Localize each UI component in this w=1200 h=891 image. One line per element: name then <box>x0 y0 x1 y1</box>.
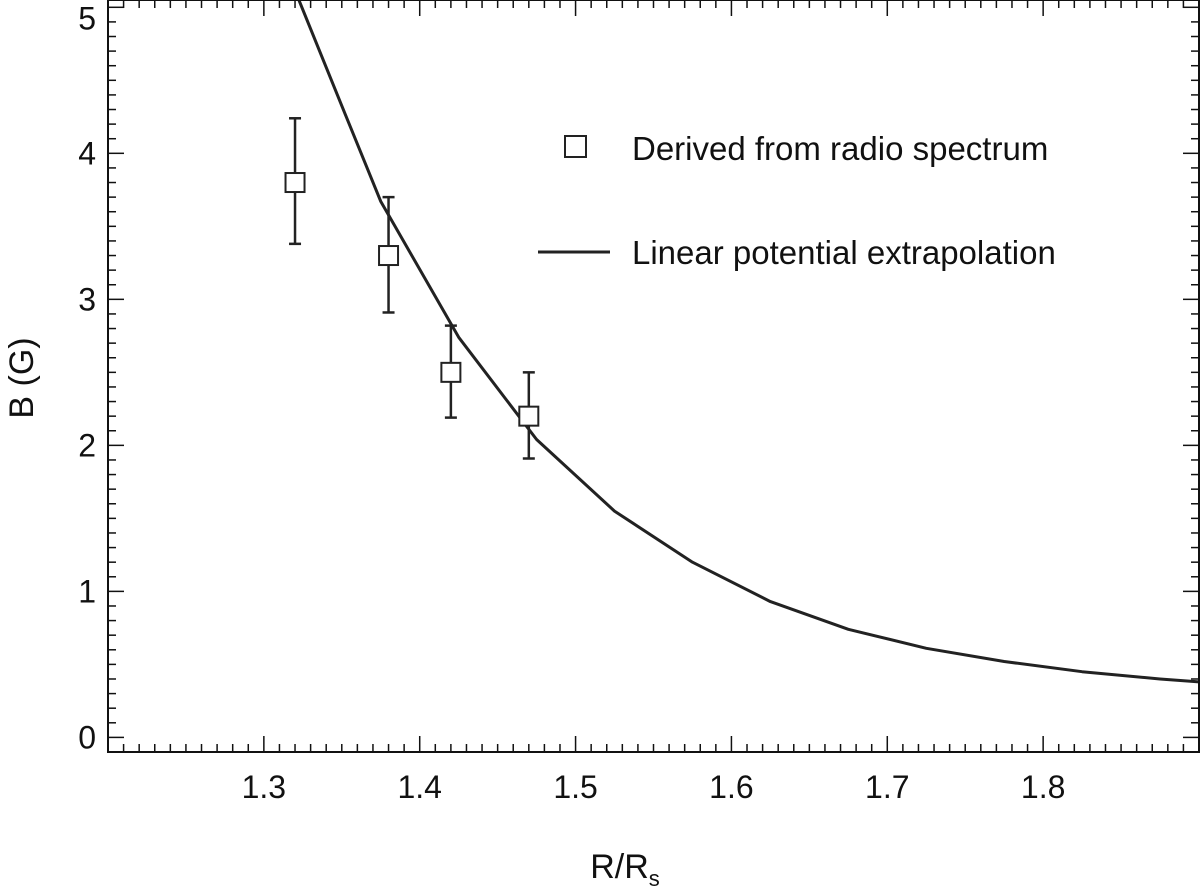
data-point <box>440 324 462 419</box>
y-tick-label: 1 <box>78 573 96 609</box>
x-tick-label: 1.5 <box>553 769 597 805</box>
y-tick-label: 0 <box>78 719 96 755</box>
line-series <box>297 0 1200 684</box>
square-marker <box>440 361 462 383</box>
legend: Derived from radio spectrum Linear poten… <box>538 130 1056 271</box>
extrapolation-line <box>297 0 1200 684</box>
data-point <box>378 195 400 314</box>
square-marker <box>284 172 306 194</box>
x-tick-label: 1.6 <box>709 769 753 805</box>
legend-marker-square <box>564 135 587 158</box>
data-point <box>518 371 540 460</box>
y-tick-label: 3 <box>78 281 96 317</box>
legend-label-radio: Derived from radio spectrum <box>632 130 1048 167</box>
data-point <box>284 117 306 246</box>
square-marker <box>518 405 540 427</box>
point-series <box>284 117 540 460</box>
x-tick-label: 1.7 <box>865 769 909 805</box>
x-tick-label: 1.4 <box>397 769 441 805</box>
x-axis-title-subscript: s <box>649 866 660 891</box>
x-axis-title-main: R/R <box>590 848 649 886</box>
axis-ticks: 1.3 1.4 1.5 1.6 1.7 1.8 0 1 2 3 4 5 <box>78 0 1200 805</box>
plot-frame <box>107 0 1200 753</box>
y-tick-label: 2 <box>78 427 96 463</box>
legend-label-extrapolation: Linear potential extrapolation <box>632 234 1056 271</box>
square-marker <box>378 245 400 267</box>
x-tick-label: 1.3 <box>242 769 286 805</box>
x-tick-label: 1.8 <box>1021 769 1065 805</box>
x-axis-title: R/Rs <box>590 848 660 891</box>
y-axis-title: B (G) <box>3 337 41 418</box>
y-tick-label: 5 <box>78 0 96 36</box>
y-tick-label: 4 <box>78 135 96 171</box>
